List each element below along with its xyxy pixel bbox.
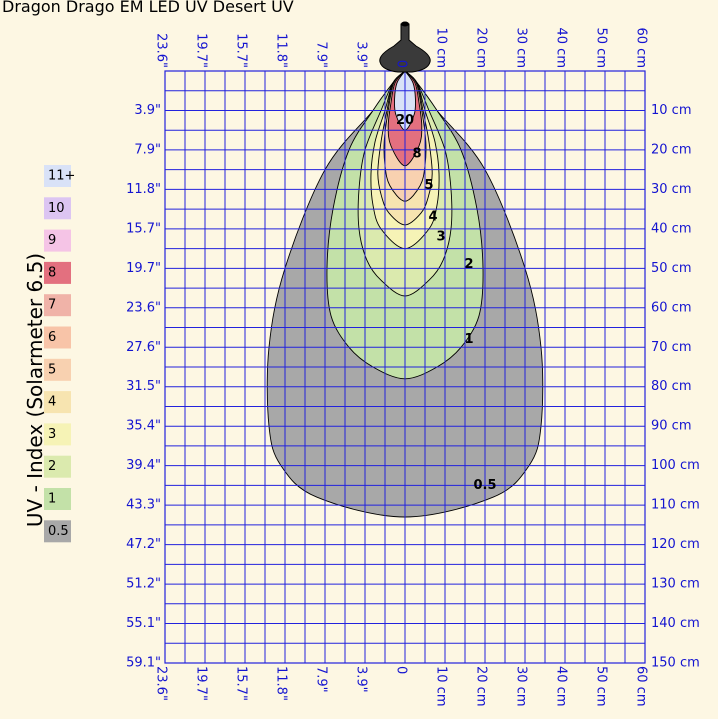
right-tick-label: 90 cm bbox=[651, 419, 692, 434]
legend-swatch bbox=[44, 455, 71, 478]
top-tick-label: 3.9" bbox=[354, 41, 369, 68]
left-tick-label: 3.9" bbox=[134, 103, 161, 118]
bottom-tick-label: 0 bbox=[394, 666, 409, 674]
right-tick-label: 70 cm bbox=[651, 340, 692, 355]
left-tick-label: 11.8" bbox=[126, 182, 161, 197]
grid bbox=[164, 70, 646, 664]
contour-label: 1 bbox=[464, 332, 473, 347]
top-tick-label: 0 bbox=[394, 60, 409, 68]
legend-label: 3 bbox=[48, 427, 56, 442]
legend-label: 1 bbox=[48, 492, 56, 507]
legend-label: 2 bbox=[48, 459, 56, 474]
right-tick-label: 10 cm bbox=[651, 103, 692, 118]
bottom-tick-label: 20 cm bbox=[474, 666, 489, 707]
right-tick-label: 40 cm bbox=[651, 221, 692, 236]
legend-swatch bbox=[44, 197, 71, 220]
left-tick-label: 7.9" bbox=[134, 142, 161, 157]
bottom-tick-label: 23.6" bbox=[154, 666, 169, 701]
top-tick-label: 7.9" bbox=[314, 41, 329, 68]
bottom-tick-label: 10 cm bbox=[434, 666, 449, 707]
right-tick-label: 20 cm bbox=[651, 142, 692, 157]
legend-label: 8 bbox=[48, 265, 56, 280]
right-tick-label: 110 cm bbox=[651, 498, 700, 513]
legend-swatch bbox=[44, 391, 71, 414]
legend-swatch bbox=[44, 423, 71, 446]
left-tick-label: 35.4" bbox=[126, 419, 161, 434]
legend-swatch bbox=[44, 520, 71, 543]
right-tick-label: 100 cm bbox=[651, 458, 700, 473]
lamp-body bbox=[379, 23, 431, 73]
legend-label: 6 bbox=[48, 330, 56, 345]
top-tick-label: 60 cm bbox=[634, 28, 649, 69]
tick-labels: 23.6" 19.7" 15.7" 11.8" 7.9" 3.9" 0 10 cm 20 cm 3… bbox=[126, 28, 700, 707]
right-tick-label: 120 cm bbox=[651, 537, 700, 552]
right-tick-label: 140 cm bbox=[651, 616, 700, 631]
contour-labels: 0.5 1 2 3 4 5 8 20 bbox=[396, 113, 497, 493]
right-tick-label: 150 cm bbox=[651, 656, 700, 671]
left-tick-label: 51.2" bbox=[126, 577, 161, 592]
legend-label: 4 bbox=[48, 395, 56, 410]
top-tick-label: 11.8" bbox=[274, 33, 289, 68]
bottom-tick-label: 40 cm bbox=[554, 666, 569, 707]
contour-label: 3 bbox=[436, 229, 445, 244]
bottom-tick-label: 50 cm bbox=[594, 666, 609, 707]
left-tick-label: 43.3" bbox=[126, 498, 161, 513]
legend-label: 5 bbox=[48, 362, 56, 377]
legend-swatch bbox=[44, 358, 71, 381]
top-tick-label: 40 cm bbox=[554, 28, 569, 69]
left-tick-label: 47.2" bbox=[126, 537, 161, 552]
left-tick-label: 39.4" bbox=[126, 458, 161, 473]
bottom-tick-label: 60 cm bbox=[634, 666, 649, 707]
legend-swatch bbox=[44, 488, 71, 510]
right-tick-label: 130 cm bbox=[651, 577, 700, 592]
left-tick-label: 31.5" bbox=[126, 379, 161, 394]
contour-label: 0.5 bbox=[473, 478, 496, 493]
top-tick-label: 10 cm bbox=[434, 28, 449, 69]
legend-swatch bbox=[44, 326, 71, 349]
top-tick-label: 23.6" bbox=[154, 33, 169, 68]
legend: 11+ 10 9 8 7 6 5 4 3 2 1 0.5 bbox=[44, 165, 75, 543]
bottom-tick-label: 15.7" bbox=[234, 666, 249, 701]
legend-label: 10 bbox=[48, 201, 65, 216]
top-tick-label: 50 cm bbox=[594, 28, 609, 69]
right-tick-label: 50 cm bbox=[651, 261, 692, 276]
legend-label: 0.5 bbox=[48, 524, 69, 539]
contour-label: 8 bbox=[412, 146, 421, 161]
top-tick-label: 15.7" bbox=[234, 33, 249, 68]
y-axis-label: UV - Index (Solarmeter 6.5) bbox=[23, 253, 47, 527]
legend-label: 11+ bbox=[48, 169, 75, 184]
bottom-tick-label: 11.8" bbox=[274, 666, 289, 701]
right-tick-label: 30 cm bbox=[651, 182, 692, 197]
legend-label: 7 bbox=[48, 298, 56, 313]
left-tick-label: 23.6" bbox=[126, 300, 161, 315]
legend-label: 9 bbox=[48, 233, 56, 248]
chart-title: Dragon Drago EM LED UV Desert UV bbox=[2, 0, 294, 16]
left-tick-label: 59.1" bbox=[126, 656, 161, 671]
legend-swatch bbox=[44, 165, 71, 187]
bottom-tick-label: 7.9" bbox=[314, 666, 329, 693]
bottom-tick-label: 19.7" bbox=[194, 666, 209, 701]
lamp-icon bbox=[379, 21, 431, 73]
top-tick-label: 20 cm bbox=[474, 28, 489, 69]
bottom-tick-label: 30 cm bbox=[514, 666, 529, 707]
bottom-tick-label: 3.9" bbox=[354, 666, 369, 693]
left-tick-label: 27.6" bbox=[126, 340, 161, 355]
top-tick-label: 30 cm bbox=[514, 28, 529, 69]
top-tick-label: 19.7" bbox=[194, 33, 209, 68]
right-tick-label: 60 cm bbox=[651, 300, 692, 315]
legend-swatch bbox=[44, 294, 71, 317]
contour-label: 4 bbox=[428, 210, 437, 225]
lamp-cap bbox=[401, 21, 409, 27]
legend-swatch bbox=[44, 261, 71, 284]
left-tick-label: 55.1" bbox=[126, 616, 161, 631]
right-tick-label: 80 cm bbox=[651, 379, 692, 394]
contour-label: 20 bbox=[396, 113, 414, 128]
left-tick-label: 19.7" bbox=[126, 261, 161, 276]
legend-swatch bbox=[44, 229, 71, 252]
contour-label: 5 bbox=[424, 178, 433, 193]
contour-label: 2 bbox=[464, 257, 473, 272]
left-tick-label: 15.7" bbox=[126, 221, 161, 236]
